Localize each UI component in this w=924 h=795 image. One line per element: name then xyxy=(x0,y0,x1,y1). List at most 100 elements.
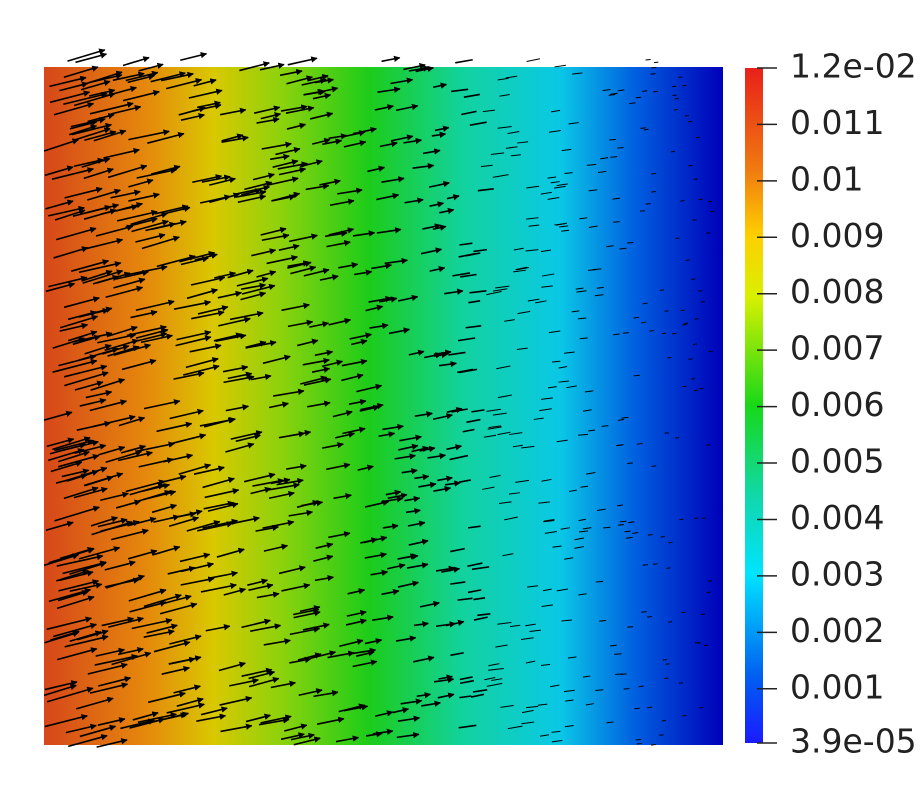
arrow xyxy=(196,100,221,109)
arrow xyxy=(343,140,367,148)
arrow xyxy=(166,702,205,714)
arrow xyxy=(390,134,414,142)
arrow xyxy=(488,668,504,671)
arrow xyxy=(286,75,313,85)
arrow xyxy=(193,78,217,87)
arrow xyxy=(473,616,488,621)
arrow xyxy=(143,629,175,638)
tick-label: 0.008 xyxy=(790,272,884,311)
arrow xyxy=(614,653,622,655)
arrow xyxy=(204,488,240,499)
arrow xyxy=(104,338,139,352)
arrow xyxy=(522,709,534,714)
arrow xyxy=(298,688,323,697)
arrow xyxy=(525,249,539,252)
arrow xyxy=(457,368,474,374)
arrow xyxy=(338,703,366,713)
arrow xyxy=(225,404,249,412)
arrow xyxy=(78,261,122,274)
arrow xyxy=(450,651,464,657)
arrow xyxy=(136,167,178,179)
arrow xyxy=(44,165,74,177)
arrow xyxy=(103,147,140,159)
arrow xyxy=(473,597,486,601)
arrow xyxy=(241,667,273,677)
arrow xyxy=(596,286,604,289)
arrow xyxy=(190,275,226,286)
arrow xyxy=(623,687,630,690)
tick-label: 0.009 xyxy=(790,216,884,255)
arrow xyxy=(628,521,635,524)
arrow xyxy=(48,205,85,217)
arrow xyxy=(381,176,405,183)
arrow xyxy=(71,259,110,272)
arrow xyxy=(258,717,290,726)
arrow xyxy=(668,541,673,544)
arrow xyxy=(488,425,502,429)
arrow xyxy=(551,739,563,743)
arrow xyxy=(98,445,126,456)
arrow xyxy=(468,525,481,529)
arrow xyxy=(395,103,419,112)
arrow xyxy=(244,180,273,191)
arrow xyxy=(92,414,136,428)
arrow xyxy=(271,194,296,202)
arrow xyxy=(131,617,173,630)
arrow xyxy=(203,500,235,510)
arrow xyxy=(287,319,314,328)
arrow xyxy=(179,251,216,263)
arrow xyxy=(296,500,320,509)
arrow xyxy=(116,209,158,222)
arrow xyxy=(280,732,305,741)
arrow xyxy=(120,718,155,730)
arrow xyxy=(483,434,497,438)
arrow xyxy=(551,730,561,733)
arrow xyxy=(376,227,402,234)
arrow xyxy=(547,386,557,389)
arrow xyxy=(117,450,153,462)
arrow xyxy=(69,630,102,642)
arrow xyxy=(268,490,295,500)
arrow xyxy=(372,728,394,735)
arrow xyxy=(107,345,140,357)
arrow xyxy=(650,72,656,75)
arrow xyxy=(688,358,693,360)
arrow xyxy=(553,185,566,189)
arrow xyxy=(56,554,104,567)
arrow xyxy=(66,469,99,482)
arrow xyxy=(250,486,272,495)
arrow xyxy=(130,211,168,226)
arrow xyxy=(588,189,598,192)
arrow xyxy=(477,613,491,617)
arrow xyxy=(446,194,460,201)
arrow xyxy=(213,271,237,279)
arrow xyxy=(126,324,167,337)
arrow xyxy=(81,157,111,168)
arrow xyxy=(487,426,502,430)
arrow xyxy=(492,174,509,178)
arrow xyxy=(245,340,267,349)
arrow xyxy=(199,194,231,204)
arrow xyxy=(322,442,344,449)
arrow xyxy=(128,192,160,202)
arrow xyxy=(667,356,672,359)
arrow xyxy=(360,402,384,411)
arrow xyxy=(185,357,219,369)
arrow xyxy=(407,520,426,527)
arrow xyxy=(178,509,203,518)
arrow xyxy=(326,240,351,248)
arrow xyxy=(90,378,126,391)
arrow xyxy=(89,399,127,412)
arrow xyxy=(477,187,494,192)
arrow xyxy=(113,343,152,357)
arrow xyxy=(433,349,452,356)
arrow xyxy=(147,131,185,144)
arrow xyxy=(374,104,394,111)
tick-label: 0.005 xyxy=(790,442,884,481)
arrow xyxy=(706,444,711,446)
arrow xyxy=(459,242,473,246)
arrow xyxy=(578,518,586,522)
arrow xyxy=(69,582,103,592)
arrow xyxy=(73,331,113,343)
arrow xyxy=(674,97,679,100)
